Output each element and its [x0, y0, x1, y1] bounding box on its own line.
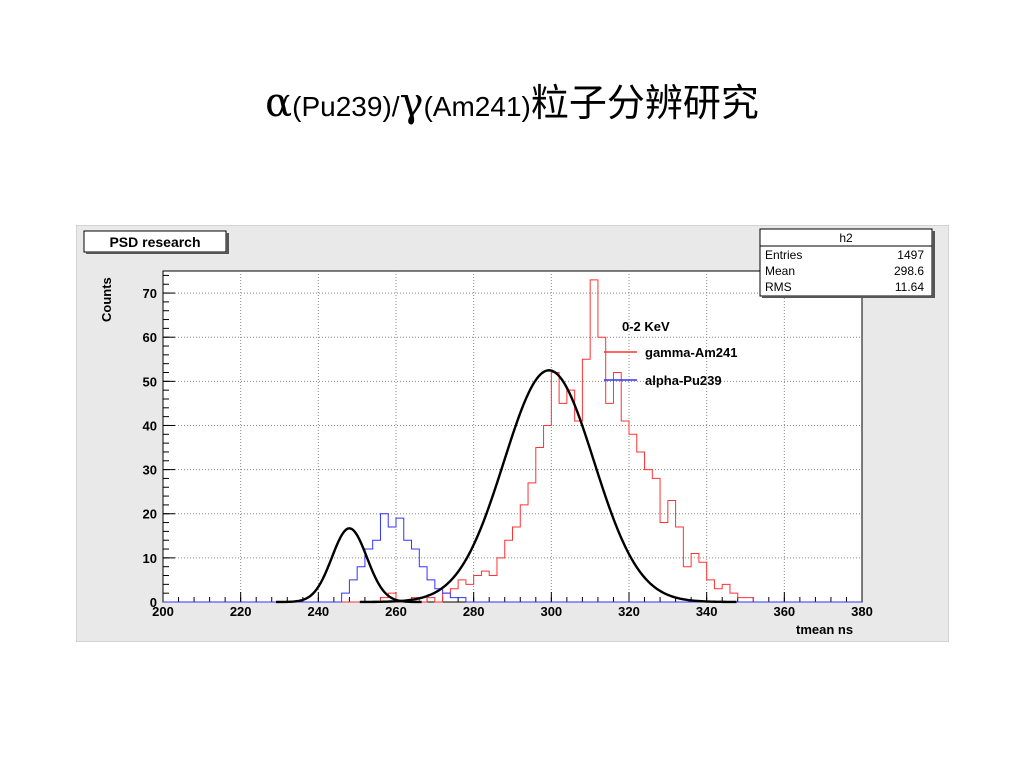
x-tick-label: 220 — [230, 604, 252, 619]
stats-label-rms: RMS — [765, 280, 792, 294]
root-canvas: 200 220 240 260 280 300 320 340 360 380 0 10 20 30 40 5… — [75, 224, 950, 643]
legend: 0-2 KeV gamma-Am241 alpha-Pu239 — [604, 319, 738, 388]
title-gamma-symbol: γ — [399, 80, 424, 126]
chart-title-box: PSD research — [83, 230, 229, 254]
title-part1: (Pu239)/ — [292, 91, 400, 122]
x-tick-label: 340 — [696, 604, 718, 619]
x-tick-label: 300 — [540, 604, 562, 619]
x-tick-label: 280 — [463, 604, 485, 619]
axes: 200 220 240 260 280 300 320 340 360 380 0 10 20 30 40 5… — [143, 274, 873, 619]
y-tick-label: 10 — [143, 551, 157, 566]
stats-label-entries: Entries — [765, 248, 802, 262]
stats-label-mean: Mean — [765, 264, 795, 278]
title-part2: (Am241) — [423, 91, 531, 122]
x-tick-label: 320 — [618, 604, 640, 619]
y-tick-label: 60 — [143, 330, 157, 345]
y-tick-label: 70 — [143, 286, 157, 301]
legend-label-alpha: alpha-Pu239 — [645, 373, 722, 388]
x-tick-label: 240 — [307, 604, 329, 619]
y-tick-label: 20 — [143, 507, 157, 522]
stats-value-entries: 1497 — [897, 248, 924, 262]
x-tick-label: 360 — [773, 604, 795, 619]
x-axis-title: tmean ns — [796, 622, 853, 637]
legend-header: 0-2 KeV — [622, 319, 670, 334]
x-tick-label: 260 — [385, 604, 407, 619]
x-tick-label: 200 — [152, 604, 174, 619]
fit-alpha-curve — [276, 527, 422, 604]
stats-box: h2 Entries 1497 Mean 298.6 RMS 11.64 — [759, 228, 935, 298]
fit-layer — [276, 369, 737, 604]
y-axis-title: Counts — [99, 277, 114, 322]
legend-label-gamma: gamma-Am241 — [645, 345, 738, 360]
y-tick-label: 30 — [143, 463, 157, 478]
title-cjk: 粒子分辨研究 — [530, 81, 759, 125]
x-tick-label: 380 — [851, 604, 873, 619]
grid-lines — [163, 271, 862, 602]
stats-value-rms: 11.64 — [895, 280, 924, 294]
y-tick-label: 50 — [143, 374, 157, 389]
stats-name: h2 — [839, 231, 853, 245]
stats-value-mean: 298.6 — [894, 264, 924, 278]
chart-title: PSD research — [109, 234, 200, 250]
slide-title: α(Pu239)/γ(Am241)粒子分辨研究 — [0, 72, 1024, 127]
fit-gamma-curve — [359, 369, 737, 604]
y-tick-label: 0 — [150, 595, 157, 610]
y-tick-label: 40 — [143, 418, 157, 433]
histogram-chart: 200 220 240 260 280 300 320 340 360 380 0 10 20 30 40 5… — [75, 224, 950, 643]
title-alpha-symbol: α — [265, 80, 293, 126]
